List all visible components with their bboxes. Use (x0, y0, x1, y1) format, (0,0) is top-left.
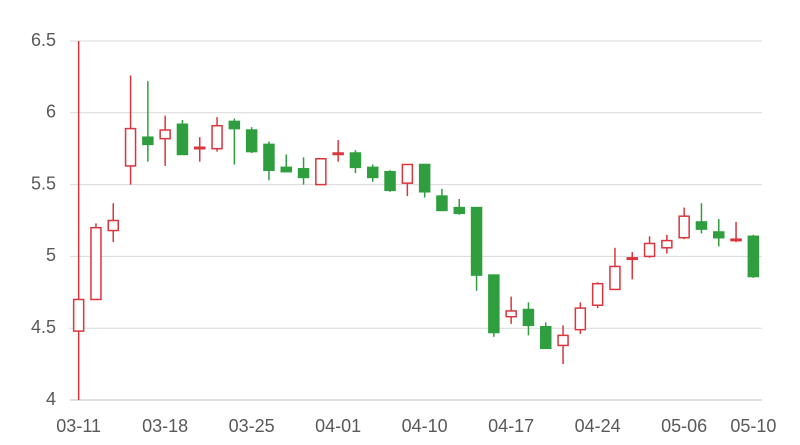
x-tick-label: 04-24 (575, 416, 621, 436)
candle-body (124, 127, 137, 167)
candle-body (107, 219, 119, 232)
candle-body (159, 129, 171, 140)
candle-body (574, 307, 587, 331)
x-tick-label: 04-17 (488, 416, 534, 436)
candle-body (557, 334, 569, 347)
candle-body (713, 231, 725, 239)
x-tick-label: 04-01 (315, 416, 361, 436)
candle-body (609, 265, 621, 291)
y-tick-label: 4.5 (31, 317, 56, 337)
x-tick-label: 03-25 (229, 416, 275, 436)
candle-body (194, 146, 206, 150)
candle-body (228, 120, 241, 130)
candle-body (280, 166, 292, 173)
candle-body (142, 136, 154, 146)
candle-body (540, 326, 552, 350)
y-tick-label: 6 (46, 102, 56, 122)
candle-body (470, 206, 483, 276)
candle-body (678, 215, 690, 239)
candle-body (245, 129, 258, 153)
y-tick-label: 6.5 (31, 30, 56, 50)
x-tick-label: 05-10 (730, 416, 776, 436)
candle-body (661, 239, 673, 249)
candle-body (297, 168, 310, 179)
candle-body (332, 152, 344, 156)
y-tick-label: 5 (46, 245, 56, 265)
candle-body (176, 123, 189, 156)
candle-body (695, 221, 708, 230)
candle-body (453, 206, 465, 215)
candle-body (263, 143, 275, 171)
candle-body (591, 282, 604, 306)
candle-body (418, 163, 431, 193)
x-tick-label: 03-11 (56, 416, 101, 436)
candle-body (488, 274, 500, 334)
candle-body (349, 152, 362, 169)
candle-body (747, 235, 760, 278)
candle-body (211, 124, 223, 150)
candle-body (626, 257, 638, 261)
candle-body (505, 310, 517, 318)
candle-body (730, 238, 742, 242)
candle-body (436, 195, 448, 212)
candle-body (643, 242, 656, 258)
candle-body (367, 166, 379, 179)
candle-body (384, 170, 396, 192)
candle-body (72, 298, 85, 332)
candle-body (522, 308, 535, 327)
candle-body (90, 226, 102, 301)
x-tick-label: 03-18 (142, 416, 188, 436)
candle-body (401, 163, 414, 184)
y-tick-label: 4 (46, 389, 56, 409)
x-tick-label: 04-10 (402, 416, 448, 436)
y-tick-label: 5.5 (31, 173, 56, 193)
candle-body (315, 158, 327, 186)
x-tick-label: 05-06 (661, 416, 707, 436)
